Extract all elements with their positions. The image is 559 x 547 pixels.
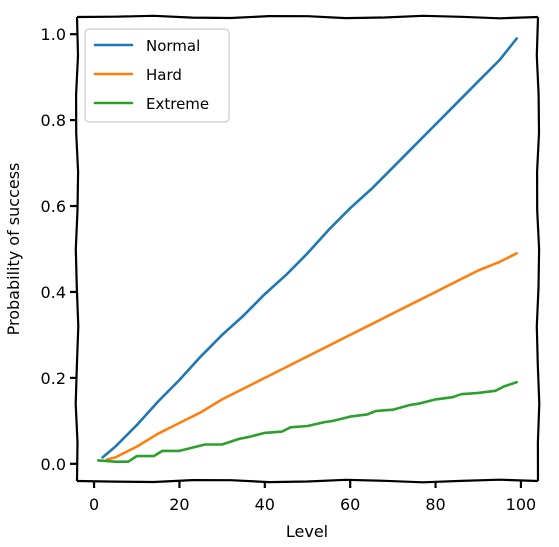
y-tick-label: 0.2: [41, 369, 66, 388]
x-tick-label: 0: [89, 495, 99, 514]
axes-spine-left: [74, 16, 80, 482]
y-tick-label: 1.0: [41, 25, 66, 44]
x-tick-label: 20: [169, 495, 189, 514]
x-tick-label: 80: [425, 495, 445, 514]
y-tick-label: 0.8: [41, 111, 66, 130]
axes-spine-bottom: [76, 478, 539, 484]
legend-label-hard: Hard: [146, 66, 182, 84]
series-line-hard: [105, 252, 519, 461]
y-tick-label: 0.4: [41, 283, 66, 302]
series-line-normal: [101, 37, 519, 459]
y-axis-label: Probability of success: [4, 163, 23, 336]
y-tick-label: 0.0: [41, 455, 66, 474]
series-line-extreme: [97, 380, 519, 464]
legend-box: [84, 28, 230, 123]
y-tick-label: 0.6: [41, 197, 66, 216]
legend: Normal Hard Extreme: [84, 28, 230, 123]
x-tick-label: 100: [506, 495, 537, 514]
legend-label-extreme: Extreme: [146, 95, 209, 113]
series-layer: [97, 37, 519, 464]
x-tick-label: 60: [340, 495, 360, 514]
axes-spine-right: [535, 16, 541, 482]
legend-label-normal: Normal: [146, 37, 200, 55]
axes-frame: [74, 14, 541, 484]
x-tick-label: 40: [255, 495, 275, 514]
x-axis-label: Level: [286, 522, 328, 541]
axes-spine-top: [76, 14, 539, 20]
ticks-layer: 0 20 40 60 80 100 0.0 0.2 0.4 0.6 0.8 1.0: [41, 25, 537, 514]
